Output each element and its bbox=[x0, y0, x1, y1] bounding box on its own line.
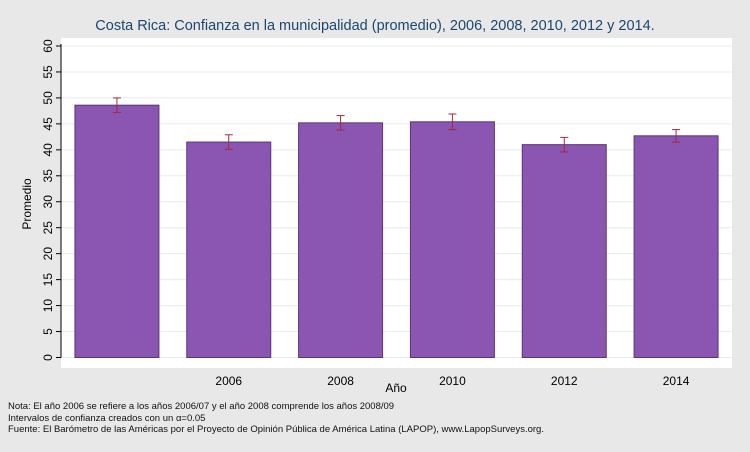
x-tick-label: 2008 bbox=[327, 374, 354, 388]
x-tick-label: 2010 bbox=[439, 374, 466, 388]
bar bbox=[186, 141, 272, 358]
x-tick-label: 2006 bbox=[215, 374, 242, 388]
x-tick-label: 2014 bbox=[663, 374, 690, 388]
y-tick-label: 30 bbox=[41, 195, 55, 209]
x-axis: 2006 2008 2010 2012 2014 bbox=[215, 374, 689, 388]
y-axis: 0 5 10 15 20 25 30 35 40 45 50 55 60 bbox=[41, 39, 62, 361]
y-tick-label: 55 bbox=[41, 65, 55, 79]
y-tick-label: 40 bbox=[41, 143, 55, 157]
footnotes: Nota: El año 2006 se refiere a los años … bbox=[8, 401, 544, 436]
x-axis-label: Año bbox=[385, 381, 407, 395]
bar bbox=[74, 104, 160, 358]
y-tick-label: 15 bbox=[41, 273, 55, 287]
footnote-source: Fuente: El Barómetro de las Américas por… bbox=[8, 424, 544, 435]
y-tick-label: 10 bbox=[41, 299, 55, 313]
y-tick-label: 35 bbox=[41, 169, 55, 183]
footnote-note: Nota: El año 2006 se refiere a los años … bbox=[8, 401, 395, 412]
y-tick-label: 60 bbox=[41, 39, 55, 53]
footnote-confidence: Intervalos de confianza creados con un α… bbox=[8, 412, 206, 424]
y-tick-label: 5 bbox=[41, 328, 55, 335]
gridlines bbox=[61, 45, 732, 358]
error-bars bbox=[112, 97, 681, 153]
bar bbox=[633, 135, 719, 358]
bars bbox=[74, 104, 719, 358]
y-tick-label: 0 bbox=[41, 354, 55, 361]
plot-area bbox=[61, 38, 732, 368]
y-tick-label: 20 bbox=[41, 247, 55, 261]
y-axis-label: Promedio bbox=[20, 178, 34, 230]
y-tick-label: 50 bbox=[41, 91, 55, 105]
chart-title: Costa Rica: Confianza en la municipalida… bbox=[95, 18, 654, 34]
bar bbox=[298, 122, 384, 358]
bar bbox=[521, 144, 607, 358]
y-tick-label: 45 bbox=[41, 117, 55, 131]
x-tick-label: 2012 bbox=[551, 374, 578, 388]
y-tick-label: 25 bbox=[41, 221, 55, 235]
bar bbox=[409, 121, 495, 358]
